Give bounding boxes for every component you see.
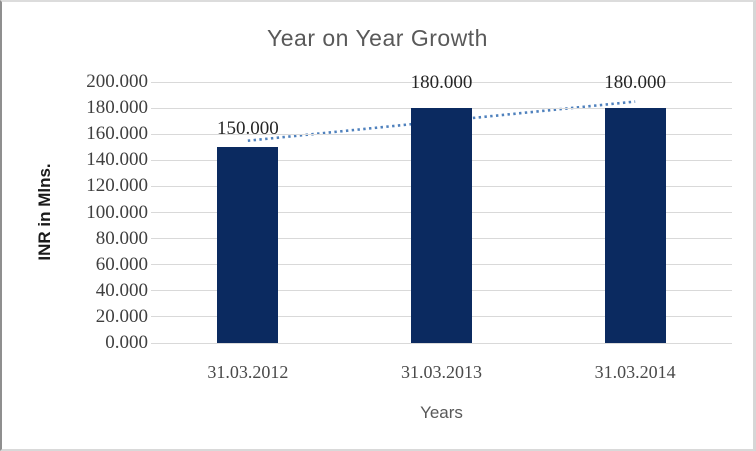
y-tick-label: 60.000 — [95, 253, 148, 275]
category-label: 31.03.2014 — [594, 362, 676, 382]
category-label: 31.03.2013 — [401, 362, 482, 382]
bar — [604, 108, 666, 343]
category-label: 31.03.2012 — [207, 362, 289, 382]
y-tick-label: 200.000 — [86, 71, 148, 92]
x-axis-title: Years — [420, 403, 463, 422]
chart-title: Year on Year Growth — [267, 25, 488, 51]
y-tick-label: 0.000 — [105, 332, 148, 353]
data-label: 180.000 — [410, 72, 473, 94]
y-tick-label: 80.000 — [95, 227, 148, 249]
bar — [217, 147, 279, 343]
y-tick-label: 180.000 — [86, 97, 148, 119]
data-label: 150.000 — [216, 118, 279, 140]
y-tick-label: 160.000 — [86, 123, 148, 145]
bar — [411, 108, 472, 343]
gridline — [151, 342, 732, 344]
y-tick-label: 140.000 — [86, 149, 148, 171]
y-tick-label: 120.000 — [86, 175, 148, 197]
y-tick-label: 40.000 — [95, 279, 148, 301]
data-label: 180.000 — [604, 72, 667, 94]
gridline — [151, 81, 732, 83]
y-tick-label: 20.000 — [95, 305, 148, 327]
y-tick-label: 100.000 — [86, 201, 148, 223]
